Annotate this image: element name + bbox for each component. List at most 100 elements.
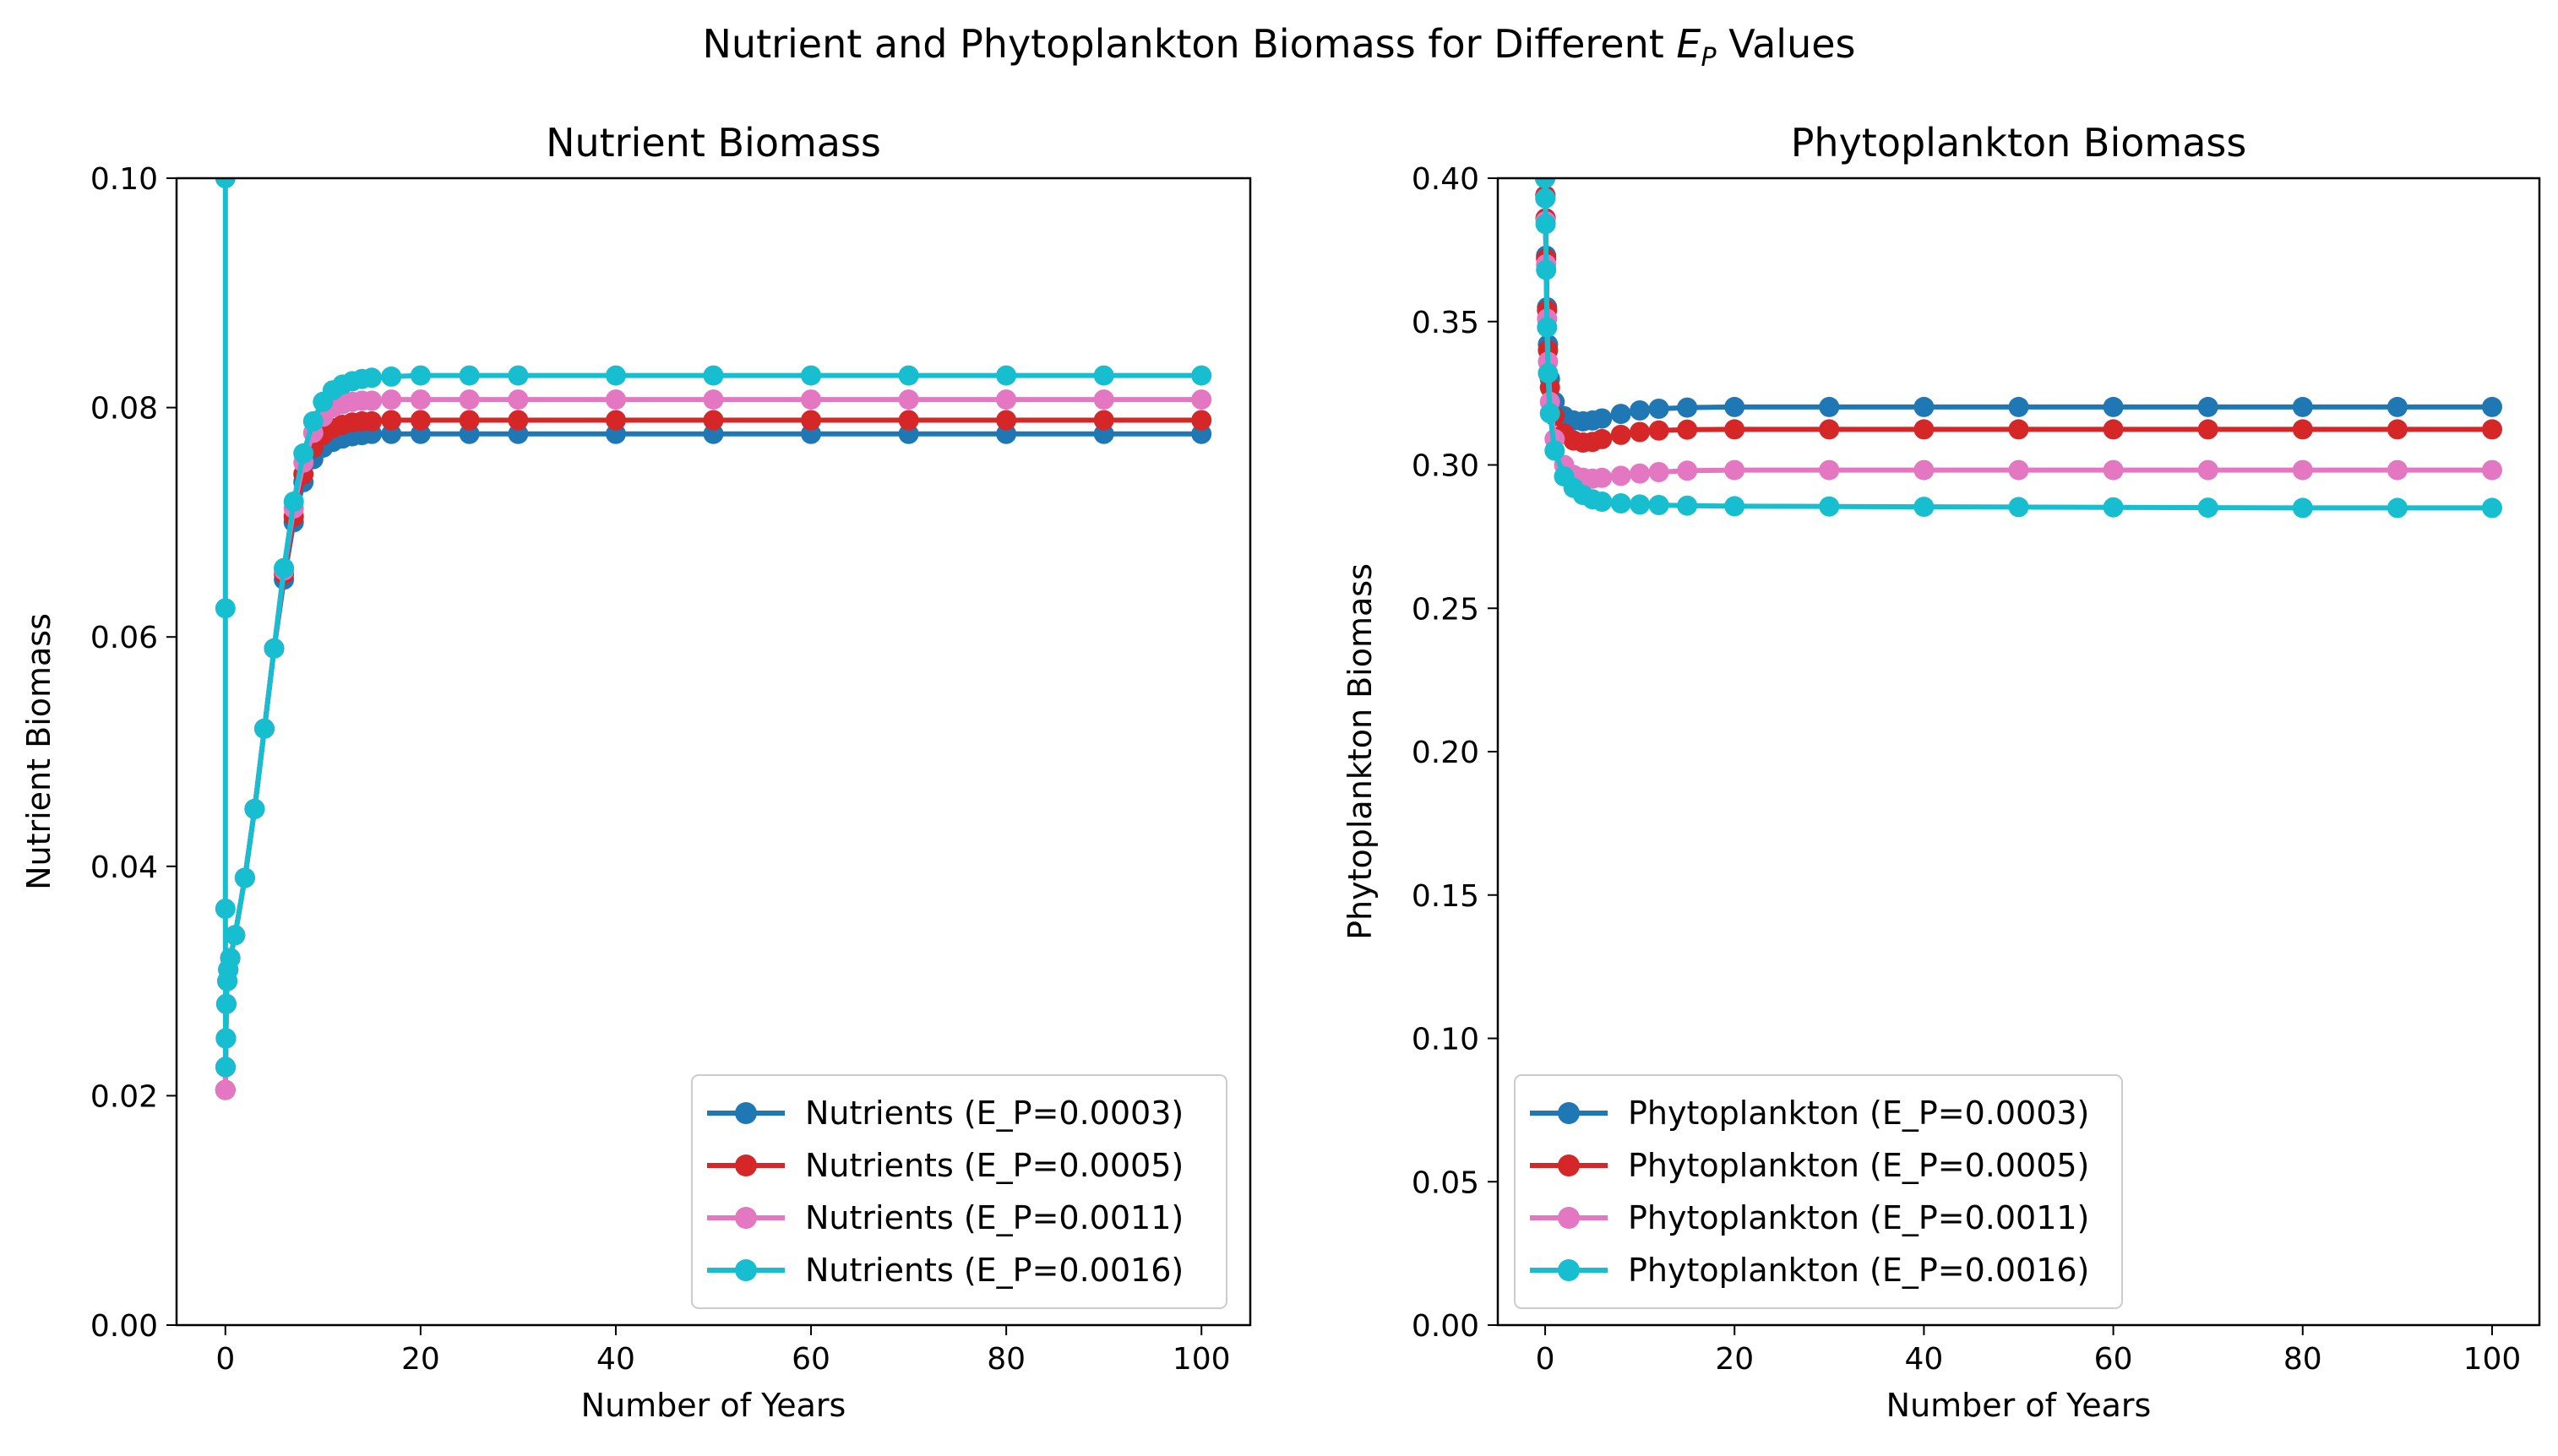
data-point bbox=[898, 365, 919, 386]
data-point bbox=[2197, 419, 2218, 440]
series-line bbox=[222, 417, 1202, 1090]
phytoplankton-chart-panel: 0 20 40 60 80 100 0.00 0.05 0.10 0.15 0.20 0.25 0.30… bbox=[1342, 120, 2541, 1424]
legend-marker bbox=[735, 1259, 757, 1281]
series-3 bbox=[215, 389, 1212, 1100]
data-point bbox=[1648, 462, 1669, 482]
data-point bbox=[703, 410, 724, 431]
data-point bbox=[1630, 400, 1651, 421]
legend-marker bbox=[1558, 1207, 1580, 1229]
y-tick-label: 0.00 bbox=[1412, 1309, 1479, 1344]
y-tick-label: 0.00 bbox=[90, 1309, 158, 1344]
series-1 bbox=[1535, 178, 2502, 432]
data-point bbox=[508, 389, 529, 410]
series-line bbox=[222, 397, 1202, 1090]
data-point bbox=[215, 899, 236, 919]
data-point bbox=[1592, 428, 1613, 449]
series-3 bbox=[1535, 178, 2502, 489]
x-tick-label: 80 bbox=[2283, 1342, 2322, 1377]
y-axis-label: Nutrient Biomass bbox=[20, 613, 57, 890]
data-point bbox=[1913, 459, 1935, 481]
data-point bbox=[1648, 399, 1669, 419]
data-point bbox=[1913, 396, 1935, 417]
data-point bbox=[1677, 460, 1698, 481]
legend-label: Phytoplankton (E_P=0.0011) bbox=[1628, 1199, 2089, 1236]
legend-marker bbox=[1558, 1259, 1580, 1281]
data-point bbox=[1537, 317, 1558, 338]
data-point bbox=[996, 410, 1017, 431]
y-tick-label: 0.20 bbox=[1412, 736, 1479, 770]
data-point bbox=[1535, 214, 1556, 235]
data-point bbox=[362, 367, 383, 388]
data-point bbox=[1630, 494, 1651, 515]
data-point bbox=[381, 410, 402, 431]
data-point bbox=[1093, 365, 1114, 386]
suptitle-symbol: E bbox=[1676, 21, 1701, 67]
data-point bbox=[801, 410, 821, 431]
data-point bbox=[2482, 459, 2502, 481]
data-point bbox=[410, 389, 431, 410]
data-point bbox=[459, 365, 480, 386]
axes-frame bbox=[175, 177, 1252, 1327]
legend-label: Nutrients (E_P=0.0003) bbox=[805, 1095, 1184, 1132]
data-point bbox=[1536, 259, 1557, 280]
legend-marker bbox=[735, 1207, 757, 1229]
data-point bbox=[410, 410, 431, 431]
data-point bbox=[2292, 419, 2313, 440]
legend-item: Nutrients (E_P=0.0011) bbox=[707, 1199, 1184, 1236]
x-tick-label: 0 bbox=[1536, 1342, 1555, 1377]
data-point bbox=[1677, 397, 1698, 418]
series-4 bbox=[1535, 178, 2502, 519]
chart-title: Nutrient Biomass bbox=[546, 120, 881, 166]
data-point bbox=[381, 366, 402, 387]
data-point bbox=[1610, 424, 1631, 445]
data-point bbox=[2387, 419, 2408, 440]
data-point bbox=[508, 365, 529, 386]
data-point bbox=[2103, 396, 2124, 417]
data-point bbox=[801, 389, 821, 410]
legend-label: Nutrients (E_P=0.0016) bbox=[805, 1252, 1184, 1289]
data-point bbox=[283, 492, 304, 512]
data-point bbox=[898, 410, 919, 431]
y-tick-label: 0.10 bbox=[90, 162, 158, 197]
y-tick-label: 0.25 bbox=[1412, 592, 1479, 627]
data-point bbox=[703, 389, 724, 410]
data-point bbox=[1819, 459, 1840, 481]
series-line bbox=[222, 178, 1202, 1070]
suptitle-subscript: P bbox=[1701, 43, 1717, 73]
data-point bbox=[606, 410, 626, 431]
data-point bbox=[274, 557, 295, 579]
data-point bbox=[293, 443, 314, 464]
data-point bbox=[1610, 465, 1631, 486]
data-point bbox=[1592, 467, 1613, 488]
data-point bbox=[234, 867, 255, 888]
data-point bbox=[1677, 495, 1698, 516]
data-point bbox=[225, 925, 246, 946]
data-point bbox=[1093, 410, 1114, 431]
legend-item: Nutrients (E_P=0.0003) bbox=[707, 1095, 1184, 1132]
data-point bbox=[2197, 459, 2218, 481]
data-point bbox=[362, 390, 383, 411]
data-point bbox=[410, 365, 431, 386]
data-point bbox=[1819, 396, 1840, 417]
x-tick-label: 20 bbox=[401, 1342, 440, 1377]
x-axis-label: Number of Years bbox=[1886, 1387, 2152, 1424]
data-point bbox=[2008, 497, 2029, 518]
legend-marker bbox=[1558, 1154, 1580, 1176]
data-point bbox=[264, 638, 285, 659]
chart-title: Phytoplankton Biomass bbox=[1791, 120, 2247, 166]
data-point bbox=[1819, 419, 1840, 440]
data-point bbox=[381, 389, 402, 410]
data-point bbox=[1592, 408, 1613, 429]
data-point bbox=[1677, 419, 1698, 440]
legend-item: Phytoplankton (E_P=0.0016) bbox=[1530, 1252, 2089, 1289]
y-axis-label: Phytoplankton Biomass bbox=[1342, 563, 1379, 940]
data-point bbox=[898, 389, 919, 410]
data-point bbox=[1913, 497, 1935, 518]
data-point bbox=[459, 389, 480, 410]
x-tick-label: 100 bbox=[1173, 1342, 1231, 1377]
data-point bbox=[1592, 492, 1613, 512]
data-point bbox=[2197, 497, 2218, 519]
data-point bbox=[2292, 396, 2313, 417]
data-point bbox=[244, 798, 265, 819]
data-point bbox=[215, 598, 236, 619]
